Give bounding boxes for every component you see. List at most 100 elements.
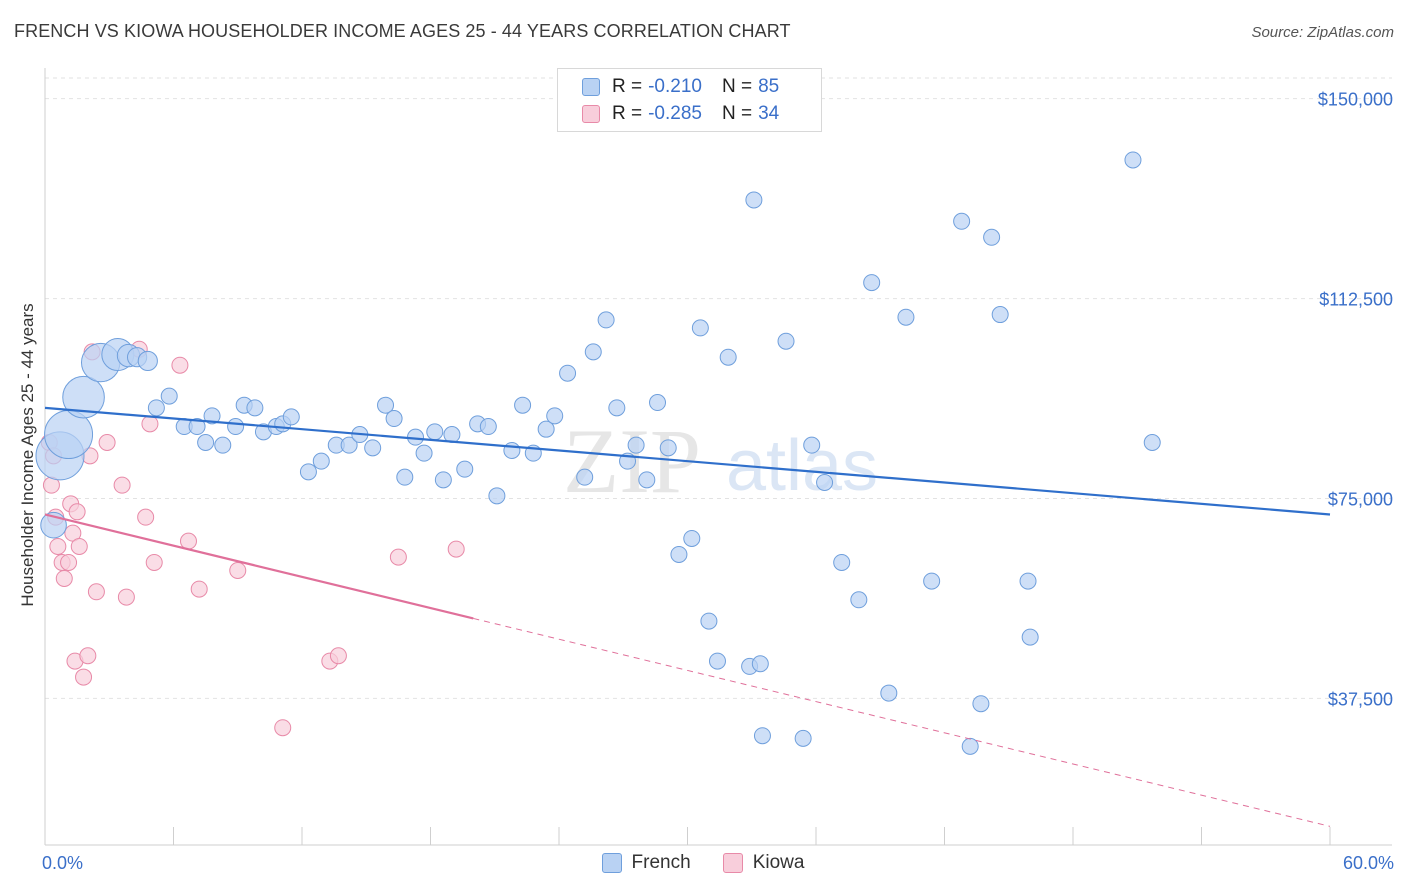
french-point bbox=[983, 228, 1001, 246]
french-point bbox=[991, 306, 1009, 324]
legend-r-value: -0.285 bbox=[648, 103, 702, 124]
french-point bbox=[188, 418, 206, 436]
kiowa-swatch bbox=[582, 105, 600, 123]
french-point bbox=[961, 737, 979, 755]
y-tick-label: $112,500 bbox=[1319, 290, 1393, 310]
kiowa-point bbox=[113, 476, 131, 494]
kiowa-point bbox=[55, 569, 73, 587]
french-point bbox=[972, 695, 990, 713]
french-point bbox=[503, 442, 521, 460]
kiowa-point bbox=[274, 719, 292, 737]
y-tick-label: $150,000 bbox=[1318, 90, 1393, 110]
french-point bbox=[396, 468, 414, 486]
y-tick-label: $75,000 bbox=[1328, 489, 1393, 509]
kiowa-point bbox=[60, 553, 78, 571]
french-point bbox=[1124, 151, 1142, 169]
french-point bbox=[597, 311, 615, 329]
kiowa-point bbox=[117, 588, 135, 606]
french-point bbox=[803, 436, 821, 454]
french-point bbox=[659, 439, 677, 457]
legend-n-value: 85 bbox=[758, 76, 780, 97]
french-point bbox=[777, 332, 795, 350]
kiowa-point bbox=[75, 668, 93, 686]
french-point bbox=[385, 410, 403, 428]
french-point bbox=[479, 418, 497, 436]
french-point bbox=[608, 399, 626, 417]
kiowa-point bbox=[145, 553, 163, 571]
french-point bbox=[627, 436, 645, 454]
kiowa-point bbox=[229, 561, 247, 579]
kiowa-point bbox=[70, 537, 88, 555]
french-point bbox=[415, 444, 433, 462]
french-point bbox=[719, 348, 737, 366]
trend-lines bbox=[44, 406, 1331, 827]
axes bbox=[44, 68, 1392, 846]
french-point bbox=[514, 396, 532, 414]
french-point bbox=[62, 375, 105, 419]
french-point bbox=[160, 387, 178, 405]
legend-label-french: French bbox=[631, 852, 691, 873]
french-point bbox=[751, 655, 769, 673]
french-point bbox=[1021, 628, 1039, 646]
french-point bbox=[691, 319, 709, 337]
kiowa-point bbox=[329, 647, 347, 665]
kiowa-point bbox=[141, 415, 159, 433]
kiowa-point bbox=[87, 583, 105, 601]
french-trend-line bbox=[44, 406, 1331, 516]
french-point bbox=[546, 407, 564, 425]
kiowa-point bbox=[68, 503, 86, 521]
kiowa-point bbox=[98, 434, 116, 452]
french-point bbox=[683, 529, 701, 547]
kiowa-point bbox=[389, 548, 407, 566]
french-point bbox=[312, 452, 330, 470]
french-swatch bbox=[582, 78, 600, 96]
legend-item-french[interactable]: French bbox=[601, 852, 691, 874]
french-point bbox=[434, 471, 452, 489]
legend-r-value: -0.210 bbox=[648, 76, 702, 97]
tick-labels: $37,500 $75,000 $112,500 $150,000 0.0% 60.0% bbox=[42, 90, 1394, 873]
source-label: Source: ZipAtlas.com bbox=[1251, 24, 1394, 41]
series-legend: French Kiowa bbox=[0, 852, 1406, 874]
french-point bbox=[197, 434, 215, 452]
legend-r-label: R = bbox=[612, 76, 643, 97]
kiowa-point bbox=[49, 537, 67, 555]
french-point bbox=[816, 473, 834, 491]
french-point bbox=[1143, 434, 1161, 452]
french-point bbox=[794, 729, 812, 747]
french-point bbox=[426, 423, 444, 441]
kiowa-swatch bbox=[722, 853, 743, 873]
french-point bbox=[456, 460, 474, 478]
chart-title: FRENCH VS KIOWA HOUSEHOLDER INCOME AGES … bbox=[14, 21, 791, 41]
french-point bbox=[923, 572, 941, 590]
french-point bbox=[340, 436, 358, 454]
french-point bbox=[537, 420, 555, 438]
french-point bbox=[377, 396, 395, 414]
french-point bbox=[584, 343, 602, 361]
french-point bbox=[700, 612, 718, 630]
french-point bbox=[227, 418, 245, 436]
french-point bbox=[488, 487, 506, 505]
grid-lines bbox=[45, 77, 1392, 699]
french-point bbox=[708, 652, 726, 670]
french-point bbox=[638, 471, 656, 489]
x-tick-label: 0.0% bbox=[42, 853, 83, 873]
kiowa-point bbox=[171, 356, 189, 374]
x-tick-label: 60.0% bbox=[1343, 853, 1394, 873]
french-point bbox=[833, 553, 851, 571]
french-point bbox=[147, 399, 165, 417]
french-point bbox=[559, 364, 577, 382]
french-point bbox=[137, 350, 158, 372]
french-point bbox=[649, 394, 667, 412]
legend-row-french: R = -0.210 N = 85 bbox=[582, 75, 779, 99]
kiowa-point bbox=[447, 540, 465, 558]
legend-n-value: 34 bbox=[758, 103, 780, 124]
kiowa-point bbox=[137, 508, 155, 526]
legend-item-kiowa[interactable]: Kiowa bbox=[722, 852, 804, 874]
kiowa-point bbox=[190, 580, 208, 598]
kiowa-point bbox=[179, 532, 197, 550]
french-point bbox=[897, 308, 915, 326]
french-point bbox=[299, 463, 317, 481]
french-point bbox=[203, 407, 221, 425]
kiowa-trend-extension bbox=[473, 617, 1331, 827]
